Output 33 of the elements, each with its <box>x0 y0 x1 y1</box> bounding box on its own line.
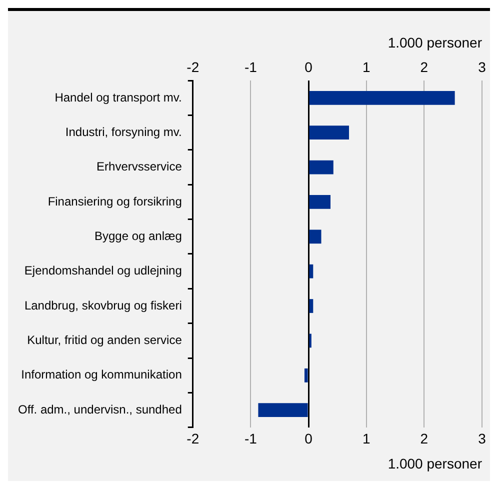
x2-tick-label: -2 <box>186 59 200 76</box>
x2-tick-label: 1 <box>362 59 370 76</box>
x-tick-label: 1 <box>362 430 370 447</box>
y-tick-label: Erhvervsservice <box>96 160 182 174</box>
y-tick-label: Ejendomshandel og udlejning <box>24 264 182 278</box>
y-tick-label: Bygge og anlæg <box>94 228 182 243</box>
x2-tick-label: 0 <box>304 59 313 76</box>
bar <box>309 126 350 140</box>
y-tick-label: Finansiering og forsikring <box>48 194 182 208</box>
bar <box>309 160 334 174</box>
x-axis-title: 1.000 personer <box>388 455 482 472</box>
x-tick-label: 3 <box>478 430 486 447</box>
y-tick-label: Landbrug, skovbrug og fiskeri <box>24 298 182 312</box>
x-tick-label: -2 <box>186 430 200 447</box>
y-tick-label: Handel og transport mv. <box>54 90 182 104</box>
x2-tick-label: 3 <box>478 59 486 76</box>
y-tick-label: Kultur, fritid og anden service <box>27 333 182 348</box>
bar <box>309 264 314 278</box>
bar <box>309 299 314 313</box>
x-tick-label: -1 <box>244 430 258 447</box>
bar <box>304 368 308 382</box>
x-tick-label: 2 <box>420 430 428 447</box>
bar <box>309 195 330 209</box>
bar <box>309 91 455 105</box>
y-tick-label: Information og kommunikation <box>21 368 182 382</box>
bar <box>258 403 308 417</box>
x2-tick-label: 2 <box>420 59 428 76</box>
bar <box>309 230 322 244</box>
x2-axis-title: 1.000 personer <box>388 34 482 50</box>
x2-tick-label: -1 <box>244 59 258 76</box>
y-tick-label: Off. adm., undervisn., sundhed <box>18 402 182 416</box>
y-tick-label: Industri, forsyning mv. <box>65 124 182 139</box>
x-tick-label: 0 <box>304 430 313 447</box>
